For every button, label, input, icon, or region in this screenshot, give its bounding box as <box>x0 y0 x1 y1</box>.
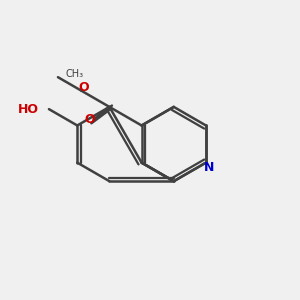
Text: N: N <box>204 160 214 174</box>
Text: O: O <box>79 81 89 94</box>
Text: HO: HO <box>17 103 38 116</box>
Text: CH₃: CH₃ <box>65 69 83 79</box>
Text: O: O <box>84 113 95 126</box>
